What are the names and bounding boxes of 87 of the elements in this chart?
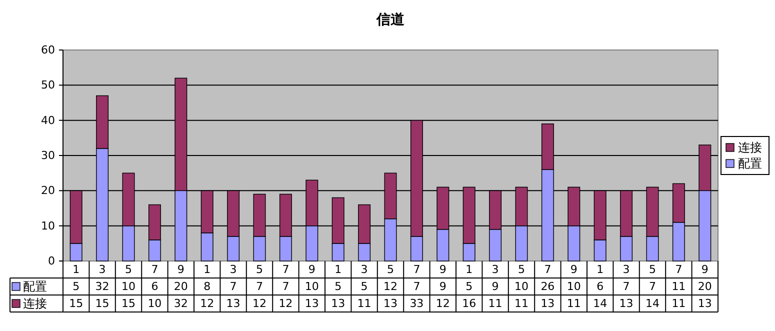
data-label: 32: [95, 280, 110, 293]
data-label: 33: [410, 297, 424, 310]
data-label: 26: [540, 280, 555, 293]
x-tick-label: 5: [256, 263, 263, 276]
legend-label: 配置: [738, 156, 762, 170]
data-label: 5: [72, 280, 80, 293]
text: 配置: [23, 280, 47, 294]
legend-label: 连接: [738, 140, 762, 154]
data-label: 7: [230, 280, 237, 293]
data-label: 10: [304, 280, 319, 293]
x-tick-label: 5: [518, 263, 525, 276]
x-tick-label: 1: [596, 263, 604, 276]
x-tick-label: 7: [413, 263, 420, 276]
x-tick-label: 3: [360, 263, 368, 276]
data-label: 10: [148, 297, 162, 310]
data-label: 15: [95, 297, 110, 310]
data-label: 6: [151, 280, 158, 293]
data-label: 7: [413, 280, 420, 293]
x-tick-label: 3: [230, 263, 237, 276]
data-label: 20: [174, 280, 188, 293]
data-label: 13: [540, 297, 555, 310]
x-tick-label: 5: [649, 263, 656, 276]
x-tick-label: 9: [439, 263, 446, 276]
y-tick-label: 40: [41, 114, 55, 127]
data-label: 9: [492, 280, 499, 293]
data-label: 7: [622, 280, 630, 293]
chart-title: 信道: [376, 12, 406, 28]
data-label: 7: [256, 280, 263, 293]
data-label: 7: [282, 280, 290, 293]
x-tick-label: 9: [308, 263, 316, 276]
data-label: 5: [466, 280, 473, 293]
data-label: 11: [357, 297, 372, 310]
data-label: 10: [566, 280, 581, 293]
x-tick-label: 9: [570, 263, 578, 276]
data-label: 13: [331, 297, 346, 310]
x-tick-label: 3: [492, 263, 499, 276]
x-tick-label: 7: [282, 263, 290, 276]
x-tick-label: 1: [204, 263, 211, 276]
data-label: 11: [672, 280, 686, 293]
data-label: 11: [514, 297, 528, 310]
data-label: 7: [649, 280, 656, 293]
data-label: 12: [384, 280, 398, 293]
y-tick-label: 10: [41, 219, 55, 232]
x-tick-label: 7: [675, 263, 682, 276]
data-label: 14: [646, 297, 660, 310]
data-label: 13: [698, 297, 712, 310]
y-tick-label: 20: [41, 184, 55, 198]
y-tick-label: 50: [41, 78, 55, 92]
data-label: 15: [69, 297, 84, 310]
y-tick-label: 0: [48, 254, 55, 268]
data-label: 6: [596, 280, 604, 293]
text: 连接: [23, 296, 47, 310]
data-label: 20: [698, 280, 712, 293]
x-tick-label: 5: [125, 263, 132, 276]
data-label: 13: [384, 297, 398, 310]
y-tick-label: 30: [41, 149, 55, 162]
x-tick-label: 1: [466, 263, 473, 276]
data-label: 32: [174, 297, 188, 310]
data-label: 9: [439, 280, 446, 293]
x-tick-label: 1: [72, 263, 80, 276]
x-tick-label: 1: [334, 263, 342, 276]
x-tick-label: 7: [544, 263, 552, 276]
x-tick-label: 9: [177, 263, 184, 276]
data-label: 10: [514, 280, 528, 293]
data-label: 13: [304, 297, 319, 310]
y-tick-label: 60: [41, 44, 55, 56]
x-tick-label: 9: [701, 263, 708, 276]
data-label: 12: [252, 297, 266, 310]
data-label: 5: [360, 280, 368, 293]
data-label: 16: [462, 297, 476, 310]
data-label: 8: [204, 280, 211, 293]
x-tick-label: 3: [98, 263, 106, 276]
x-tick-label: 3: [622, 263, 630, 276]
data-label: 11: [488, 297, 502, 310]
data-label: 11: [566, 297, 581, 310]
data-label: 12: [436, 297, 450, 310]
x-tick-label: 7: [151, 263, 158, 276]
data-label: 14: [593, 297, 608, 310]
x-tick-label: 5: [387, 263, 394, 276]
data-label: 13: [226, 297, 240, 310]
data-label: 12: [278, 297, 293, 310]
data-label: 12: [200, 297, 214, 310]
data-label: 15: [122, 297, 136, 310]
data-label: 11: [672, 297, 686, 310]
data-label: 13: [619, 297, 634, 310]
data-label: 10: [122, 280, 136, 293]
data-label: 5: [334, 280, 342, 293]
